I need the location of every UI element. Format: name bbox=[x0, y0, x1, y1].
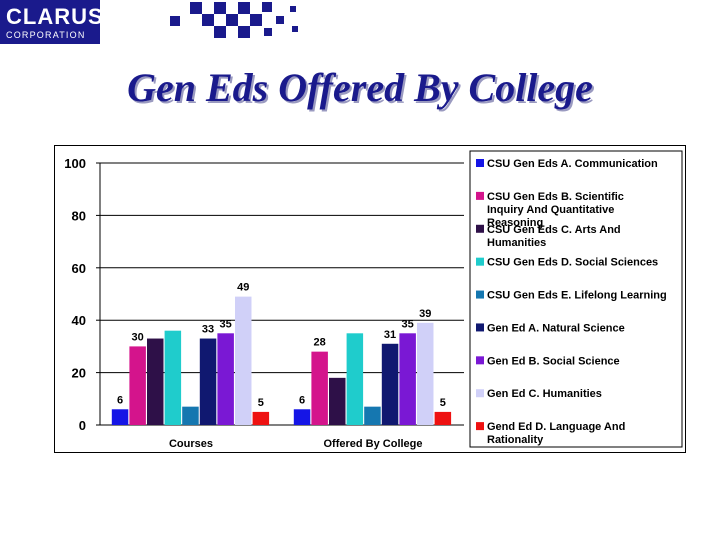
y-tick-label: 60 bbox=[72, 261, 86, 276]
logo-name: CLARUS bbox=[6, 4, 104, 29]
bar bbox=[111, 409, 129, 425]
bar bbox=[434, 411, 452, 425]
legend-entry-label: Gen Ed C. Humanities bbox=[487, 388, 602, 400]
y-tick-label: 0 bbox=[79, 418, 86, 433]
bar bbox=[129, 346, 146, 425]
bar bbox=[346, 333, 364, 425]
data-label: 5 bbox=[258, 397, 264, 409]
data-label: 28 bbox=[314, 337, 326, 349]
y-tick-label: 80 bbox=[72, 208, 86, 223]
bar bbox=[147, 338, 164, 425]
header-bar: CLARUS CORPORATION bbox=[0, 0, 720, 46]
data-label: 5 bbox=[440, 397, 446, 409]
data-label: 33 bbox=[202, 324, 214, 336]
legend-entry-label: Gen Ed A. Natural Science bbox=[487, 322, 625, 334]
bar bbox=[417, 322, 434, 425]
slide-title: Gen Eds Offered By College bbox=[127, 65, 593, 110]
legend-swatch bbox=[476, 323, 484, 332]
legend-entry-label: CSU Gen Eds E. Lifelong Learning bbox=[487, 290, 667, 302]
data-label: 31 bbox=[384, 329, 396, 341]
bar bbox=[217, 333, 234, 425]
legend-swatch bbox=[476, 224, 484, 233]
data-label: 30 bbox=[132, 331, 144, 343]
bar bbox=[199, 338, 217, 425]
data-label: 49 bbox=[237, 282, 249, 294]
legend-entry-label: Gend Ed D. Language And Rationality bbox=[487, 421, 625, 446]
legend-box bbox=[469, 150, 683, 448]
legend-swatch bbox=[476, 257, 484, 266]
legend-swatch bbox=[476, 290, 484, 299]
logo-subtitle: CORPORATION bbox=[6, 30, 86, 40]
x-category-label: Offered By College bbox=[323, 438, 422, 450]
bar bbox=[329, 377, 346, 425]
x-category-label: Courses bbox=[169, 438, 213, 450]
chart-container: 0 20 40 60 80 100 6 30 33 35 49 5 Courses 6 28 31 35 39 5 O… bbox=[54, 145, 686, 453]
bar bbox=[235, 296, 252, 425]
data-label: 35 bbox=[402, 318, 414, 330]
bar bbox=[399, 333, 416, 425]
legend-entry-label: CSU Gen Eds A. Communication bbox=[487, 158, 658, 170]
legend-swatch bbox=[476, 422, 484, 431]
data-label: 6 bbox=[117, 394, 123, 406]
y-tick-label: 20 bbox=[72, 366, 86, 381]
logo: CLARUS CORPORATION bbox=[0, 0, 103, 44]
bar bbox=[364, 406, 381, 425]
bar-chart: 0 20 40 60 80 100 6 30 33 35 49 5 Courses 6 28 31 35 39 5 O… bbox=[54, 145, 686, 453]
y-tick-label: 40 bbox=[72, 313, 86, 328]
legend-swatch bbox=[476, 389, 484, 398]
legend-entry-label: CSU Gen Eds B. Scientific Inquiry And Qua… bbox=[487, 191, 624, 229]
logo-pattern bbox=[170, 2, 298, 38]
legend-swatch bbox=[476, 191, 484, 200]
data-label: 39 bbox=[419, 308, 431, 320]
legend-entry-label: CSU Gen Eds D. Social Sciences bbox=[487, 257, 658, 269]
legend-swatch bbox=[476, 159, 484, 167]
bar bbox=[311, 351, 328, 425]
legend-entry-label: CSU Gen Eds C. Arts And Humanities bbox=[487, 224, 621, 249]
bar bbox=[182, 406, 199, 425]
y-tick-label: 100 bbox=[64, 156, 86, 171]
data-label: 6 bbox=[299, 394, 305, 406]
bar bbox=[164, 330, 182, 425]
legend-swatch bbox=[476, 356, 484, 365]
bar bbox=[252, 411, 270, 425]
legend-entry-label: Gen Ed B. Social Science bbox=[487, 355, 620, 367]
bar bbox=[381, 343, 399, 425]
bar bbox=[293, 409, 311, 425]
data-label: 35 bbox=[220, 318, 232, 330]
